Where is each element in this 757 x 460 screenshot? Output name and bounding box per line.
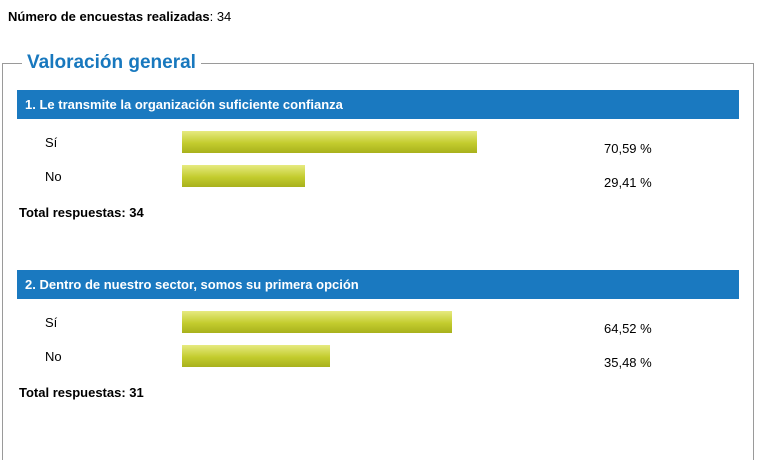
answer-row-si: Sí 70,59 % — [17, 131, 739, 156]
answer-label: No — [45, 168, 62, 184]
result-bar — [182, 345, 331, 367]
question-block-2: 2. Dentro de nuestro sector, somos su pr… — [17, 270, 739, 400]
survey-count-line: Número de encuestas realizadas: 34 — [0, 0, 757, 24]
bar-track — [182, 345, 600, 367]
bar-value: 35,48 % — [604, 355, 652, 370]
question-block-1: 1. Le transmite la organización suficien… — [17, 90, 739, 220]
survey-count-label: Número de encuestas realizadas — [8, 9, 210, 24]
bar-track — [182, 165, 600, 187]
valoracion-general-section: Valoración general 1. Le transmite la or… — [2, 52, 754, 460]
question-2-total: Total respuestas: 31 — [19, 385, 144, 400]
result-bar — [182, 311, 452, 333]
question-2-answers: Sí 64,52 % No 35,48 % — [17, 311, 739, 370]
answer-label: Sí — [45, 314, 58, 330]
section-title: Valoración general — [27, 52, 196, 73]
question-1-total: Total respuestas: 34 — [19, 205, 144, 220]
bar-track — [182, 131, 600, 153]
answer-row-no: No 35,48 % — [17, 345, 739, 370]
result-bar — [182, 165, 305, 187]
question-2-header: 2. Dentro de nuestro sector, somos su pr… — [17, 270, 739, 299]
bar-value: 29,41 % — [604, 175, 652, 190]
survey-count-value: : 34 — [209, 9, 232, 24]
answer-row-si: Sí 64,52 % — [17, 311, 739, 336]
answer-label: Sí — [45, 134, 58, 150]
answer-row-no: No 29,41 % — [17, 165, 739, 190]
question-1-answers: Sí 70,59 % No 29,41 % — [17, 131, 739, 190]
bar-value: 64,52 % — [604, 321, 652, 336]
answer-label: No — [45, 348, 62, 364]
result-bar — [182, 131, 478, 153]
bar-value: 70,59 % — [604, 141, 652, 156]
question-1-header: 1. Le transmite la organización suficien… — [17, 90, 739, 119]
bar-track — [182, 311, 600, 333]
